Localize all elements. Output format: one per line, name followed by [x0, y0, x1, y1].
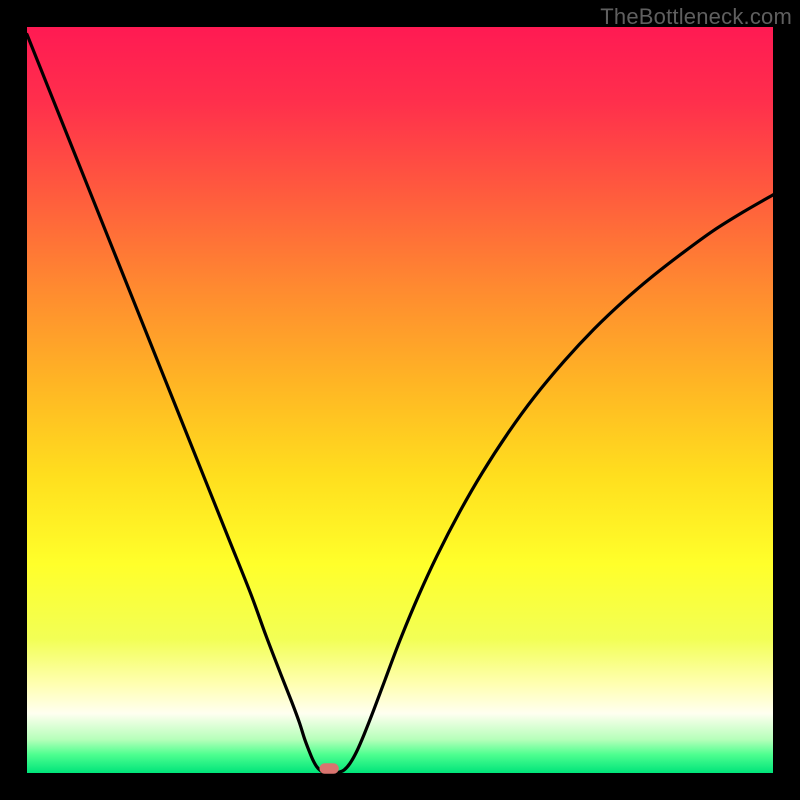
chart-canvas [0, 0, 800, 800]
watermark-text: TheBottleneck.com [600, 4, 792, 30]
bottleneck-chart: TheBottleneck.com [0, 0, 800, 800]
